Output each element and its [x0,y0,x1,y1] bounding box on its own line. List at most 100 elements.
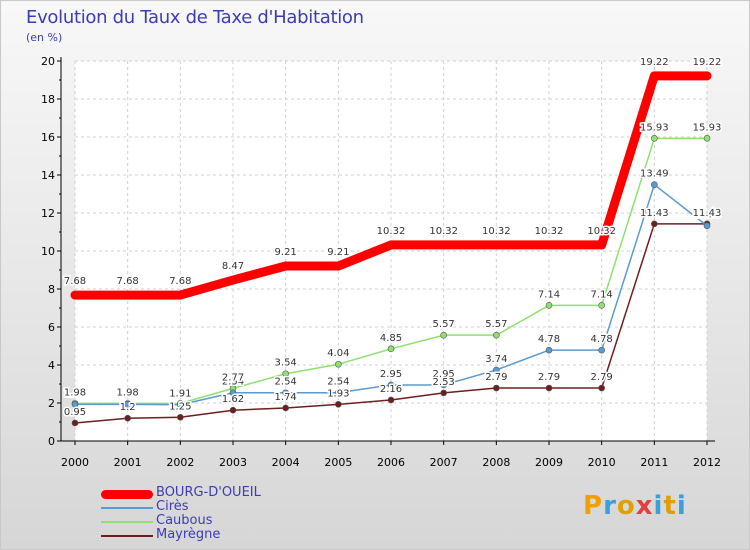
data-point [177,413,184,421]
x-tick-label: 2010 [588,456,616,469]
data-point [387,345,395,353]
data-point [703,222,711,230]
data-point [71,401,79,408]
data-label: 9.21 [275,247,297,258]
data-label: 15.93 [693,122,722,133]
data-label: 10.32 [535,226,564,237]
data-label: 7.68 [169,276,191,287]
y-tick-label: 20 [41,55,55,68]
legend-label: BOURG-D'OUEIL [156,485,261,500]
data-point [387,396,395,404]
data-label: 5.57 [485,319,507,330]
data-label: 1.74 [275,392,297,403]
x-tick-label: 2000 [61,456,89,469]
data-label: 19.22 [640,57,669,68]
data-label: 2.77 [222,372,244,383]
series-1 [71,181,711,409]
data-point [387,381,395,389]
data-point [440,381,447,389]
legend-swatch [101,507,153,509]
x-tick-label: 2001 [114,456,142,469]
chart-title: Evolution du Taux de Taxe d'Habitation [26,7,364,28]
data-label: 2.77 [222,372,244,383]
data-label: 19.22 [693,57,722,68]
series-labels-2: 1.981.98 1.981.982.772.773.543.544.044.04… [62,121,722,400]
y-tick-label: 2 [48,397,55,410]
data-label: 7.14 [591,289,613,300]
data-label: 10.32 [587,226,616,237]
x-tick-label: 2008 [482,456,510,469]
y-tick-label: 0 [48,435,55,448]
data-label: 2.95 [433,369,455,380]
logo-letter: i [653,491,664,521]
logo-letter: o [616,491,636,521]
data-point [545,346,553,354]
data-label: 1.93 [327,388,349,399]
y-tick-label: 12 [41,207,55,220]
x-tick-label: 2011 [640,456,668,469]
data-label: 1.93 [117,388,139,399]
data-label: 2.54 [222,377,244,388]
data-label: 4.85 [380,333,402,344]
data-label: 10.32 [482,226,511,237]
data-label: 1.91 [169,389,191,400]
data-label: 2.54 [327,377,349,388]
x-tick-label: 2003 [219,456,247,469]
y-tick-label: 18 [41,93,55,106]
data-label: 11.33 [693,210,722,221]
data-label: 15.93 [693,122,722,133]
data-label: 15.93 [640,122,669,133]
data-label: 11.43 [640,208,669,219]
data-point [493,384,500,392]
data-label: 10.32 [482,226,511,237]
plot-area [75,61,707,441]
data-label: 7.68 [169,276,191,287]
data-label: 1.91 [169,389,191,400]
data-label: 10.32 [429,226,458,237]
y-tick-label: 8 [48,283,55,296]
data-label: 10.32 [377,226,406,237]
data-point [703,135,711,142]
data-label: 11.43 [693,208,722,219]
data-label: 1.25 [169,401,191,412]
data-label: 4.04 [327,348,349,359]
data-label: 2.95 [380,369,402,380]
data-label: 2.79 [538,372,560,383]
data-label: 1.98 [117,387,139,398]
data-point [545,384,553,392]
data-point [229,389,237,397]
legend-swatch [101,489,153,499]
data-label: 10.32 [429,226,458,237]
data-point [282,404,289,412]
data-label: 3.74 [485,354,507,365]
series-labels-1: 1.931.93 1.931.93 1.911.912.542.54 2.542.54… [62,167,722,401]
data-label: 2.16 [380,384,402,395]
data-label: 2.79 [485,372,507,383]
y-tick-label: 14 [41,169,55,182]
data-label: 0.95 [64,407,86,418]
x-tick-label: 2002 [166,456,194,469]
logo-letter: i [676,491,687,521]
data-label: 5.57 [433,319,455,330]
data-point [545,302,553,309]
data-label: 5.57 [433,319,455,330]
data-point [124,401,131,408]
data-point [124,414,131,422]
data-label: 1.2 [120,402,136,413]
data-label: 2.95 [380,369,402,380]
data-label: 1.98 [64,387,86,398]
data-label: 2.79 [591,372,613,383]
data-point [229,406,237,414]
data-label: 7.14 [538,289,560,300]
data-point [71,419,79,427]
data-point [282,370,289,378]
data-label: 1.98 [64,387,86,398]
data-label: 19.22 [693,57,722,68]
data-label: 1.25 [169,401,191,412]
data-label: 4.78 [538,334,560,345]
x-tick-label: 2006 [377,456,405,469]
series-labels-3: 0.950.95 1.21.2 1.251.251.621.62 1.741.74 1.… [62,206,722,419]
data-label: 8.47 [222,261,244,272]
